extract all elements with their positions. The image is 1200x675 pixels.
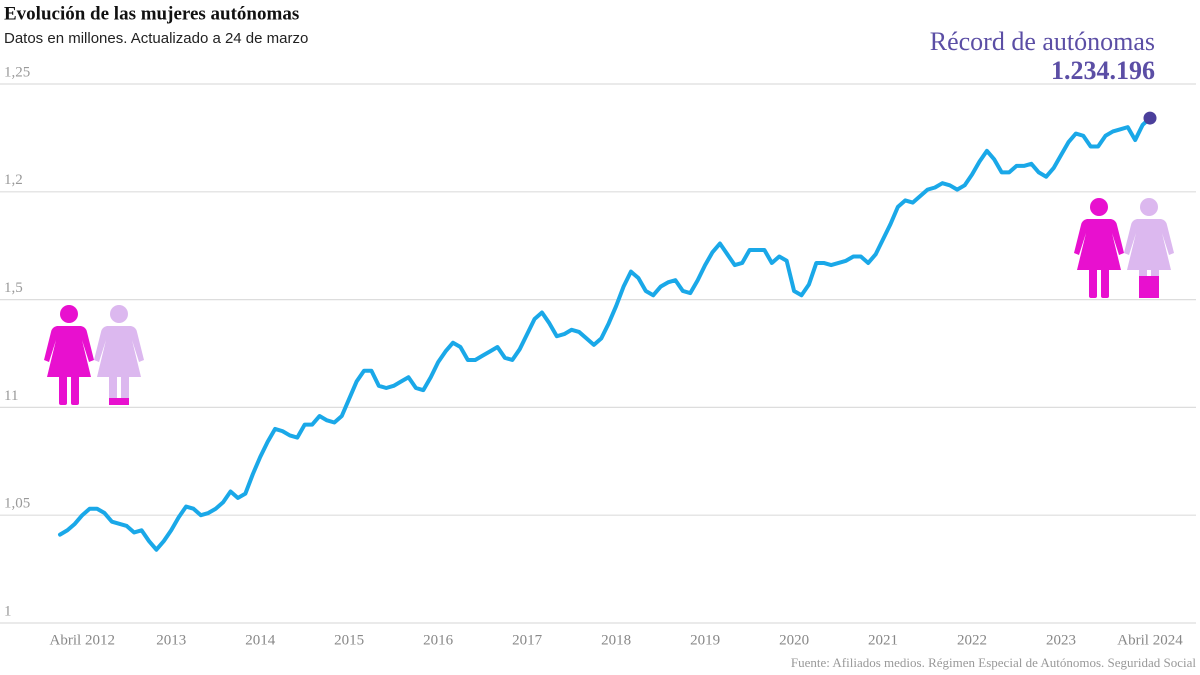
icon-woman [94,305,144,405]
x-tick-label: 2021 [868,632,898,648]
icon-feet [109,398,129,405]
x-tick-label: 2016 [423,632,454,648]
chart-subtitle: Datos en millones. Actualizado a 24 de m… [4,30,308,47]
x-tick-label: 2019 [690,632,720,648]
annotation-text: Récord de autónomas [930,27,1155,56]
y-tick-label: 1,5 [4,280,23,296]
y-tick-label: 11 [4,388,18,404]
x-tick-label: 2013 [156,632,186,648]
x-tick-label: 2023 [1046,632,1076,648]
annotation-value: 1.234.196 [1051,56,1155,85]
icon-woman [1074,198,1124,298]
x-tick-label: 2020 [779,632,809,648]
women-icons-right [1074,198,1174,298]
x-tick-label: 2014 [245,632,276,648]
x-tick-label: 2017 [512,632,543,648]
icon-woman [44,305,94,405]
y-tick-label: 1,2 [4,172,23,188]
chart-title: Evolución de las mujeres autónomas [4,3,299,24]
women-icons-left [44,305,144,405]
source: Fuente: Afiliados medios. Régimen Especi… [791,655,1196,670]
line-series [58,116,1152,552]
record-point [1143,111,1157,125]
x-tick-label: Abril 2024 [1117,632,1183,648]
y-tick-label: 1,25 [4,64,30,80]
x-tick-label: 2015 [334,632,364,648]
y-tick-label: 1,05 [4,496,30,512]
x-tick-label: Abril 2012 [50,632,115,648]
x-tick-label: 2018 [601,632,631,648]
icon-feet [1139,276,1159,298]
x-tick-label: 2022 [957,632,987,648]
y-tick-label: 1 [4,603,12,619]
